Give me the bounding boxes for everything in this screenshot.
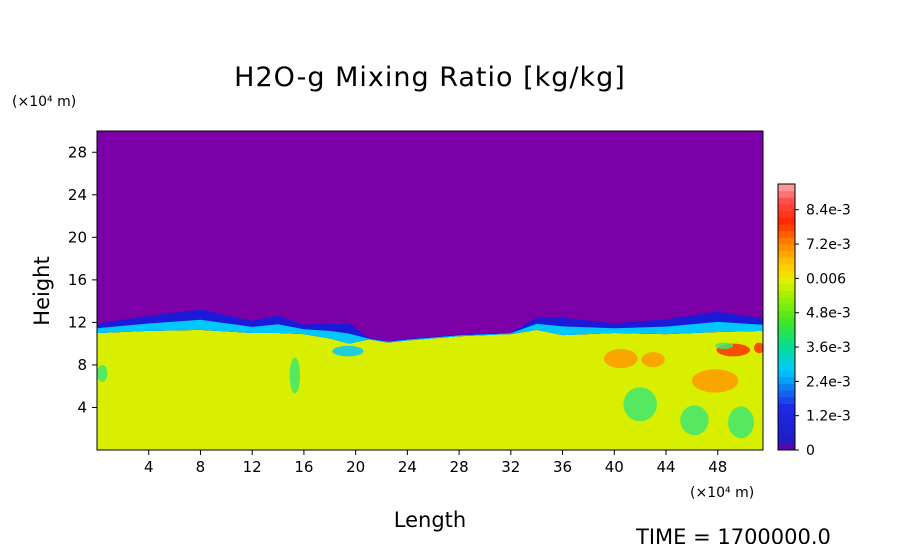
colorbar-label: 1.2e-3 xyxy=(806,409,851,425)
colorbar-segment xyxy=(778,443,795,451)
colorbar-segment xyxy=(778,370,795,378)
colorbar-segment xyxy=(778,416,795,424)
turbulent-feature xyxy=(97,364,108,382)
colorbar-segment xyxy=(778,350,795,358)
colorbar-segment xyxy=(778,430,795,438)
x-tick-label: 44 xyxy=(656,458,675,476)
colorbar-segment xyxy=(778,263,795,271)
colorbar-segment xyxy=(778,290,795,298)
colorbar-label: 4.8e-3 xyxy=(806,306,851,322)
turbulent-feature xyxy=(680,405,709,436)
colorbar-segment xyxy=(778,270,795,278)
turbulent-features xyxy=(97,342,763,439)
colorbar-segment xyxy=(778,323,795,331)
y-axis-label: Height xyxy=(30,256,54,325)
colorbar-segment xyxy=(778,436,795,444)
x-tick-label: 28 xyxy=(450,458,469,476)
x-axis-label: Length xyxy=(394,508,466,532)
turbulent-feature xyxy=(753,342,763,354)
colorbar-segment xyxy=(778,390,795,398)
colorbar-segment xyxy=(778,363,795,371)
x-tick-label: 40 xyxy=(605,458,624,476)
colorbar-label: 2.4e-3 xyxy=(806,374,851,390)
x-tick-label: 12 xyxy=(243,458,262,476)
colorbar-segment xyxy=(778,203,795,212)
colorbar-segment xyxy=(778,184,795,192)
y-tick-label: 4 xyxy=(77,398,87,416)
colorbar-segment xyxy=(778,330,795,338)
colorbar-label: 0.006 xyxy=(806,271,846,287)
turbulent-feature xyxy=(691,369,739,393)
colorbar-segment xyxy=(778,343,795,351)
y-tick-label: 24 xyxy=(68,186,87,204)
x-tick-label: 32 xyxy=(501,458,520,476)
x-tick-label: 48 xyxy=(708,458,727,476)
x-tick-label: 16 xyxy=(294,458,313,476)
y-axis-unit: (×10⁴ m) xyxy=(12,94,76,110)
colorbar: 0 1.2e-3 2.4e-3 3.6e-3 4.8e-3 0.006 7.2e-3 8.4e… xyxy=(777,183,851,459)
y-tick-label: 12 xyxy=(68,313,87,331)
colorbar-segment xyxy=(778,230,795,238)
colorbar-segment xyxy=(778,310,795,318)
colorbar-segment xyxy=(778,283,795,291)
y-tick-label: 8 xyxy=(77,356,87,374)
colorbar-segment xyxy=(778,190,795,198)
colorbar-segment xyxy=(778,410,795,418)
colorbar-label: 3.6e-3 xyxy=(806,340,851,356)
time-label: TIME = 1700000.0 xyxy=(635,525,831,544)
colorbar-frame xyxy=(777,183,796,451)
colorbar-segment xyxy=(778,383,795,391)
colorbar-segment xyxy=(778,243,795,251)
turbulent-feature xyxy=(603,348,638,369)
y-axis: 4 8 12 16 20 24 28 xyxy=(68,143,97,416)
colorbar-segment xyxy=(778,396,795,404)
turbulent-feature xyxy=(715,342,734,349)
colorbar-segment xyxy=(778,250,795,258)
turbulent-feature xyxy=(289,357,301,394)
colorbar-segment xyxy=(778,223,795,232)
y-tick-label: 28 xyxy=(68,143,87,161)
colorbar-segment xyxy=(778,297,795,305)
x-tick-label: 4 xyxy=(144,458,154,476)
x-axis: 4 8 12 16 20 24 28 32 36 40 44 48 xyxy=(144,450,727,476)
x-tick-label: 24 xyxy=(398,458,417,476)
colorbar-segment xyxy=(778,303,795,311)
x-tick-label: 8 xyxy=(196,458,206,476)
colorbar-segment xyxy=(778,217,795,225)
moist-region xyxy=(97,329,763,450)
turbulent-feature xyxy=(728,406,754,439)
colorbar-segment xyxy=(778,237,795,245)
x-tick-label: 36 xyxy=(553,458,572,476)
colorbar-segment xyxy=(778,210,795,218)
colorbar-label: 7.2e-3 xyxy=(806,237,851,253)
colorbar-segment xyxy=(778,403,795,411)
plot-area xyxy=(97,131,763,450)
colorbar-segment xyxy=(778,317,795,325)
colorbar-label: 8.4e-3 xyxy=(806,203,851,219)
colorbar-segment xyxy=(778,277,795,285)
turbulent-feature xyxy=(623,387,657,422)
y-tick-label: 16 xyxy=(68,271,87,289)
chart-title: H2O-g Mixing Ratio [kg/kg] xyxy=(234,62,626,93)
x-axis-unit: (×10⁴ m) xyxy=(690,485,754,501)
colorbar-label: 0 xyxy=(806,443,815,459)
colorbar-segment xyxy=(778,197,795,205)
x-tick-label: 20 xyxy=(346,458,365,476)
boundary-band xyxy=(97,319,763,344)
colorbar-segment xyxy=(778,257,795,265)
turbulent-feature xyxy=(332,345,364,357)
colorbar-segment xyxy=(778,376,795,384)
colorbar-segment xyxy=(778,356,795,365)
plot-frame xyxy=(96,130,764,451)
turbulent-feature xyxy=(641,352,665,368)
colorbar-segment xyxy=(778,423,795,431)
colorbar-segment xyxy=(778,336,795,345)
y-tick-label: 20 xyxy=(68,228,87,246)
